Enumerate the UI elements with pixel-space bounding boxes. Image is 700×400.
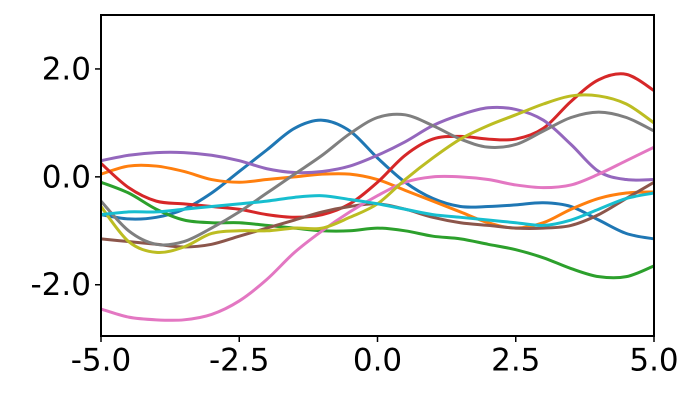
line-series <box>101 163 654 230</box>
x-tick-label: -2.5 <box>209 343 270 379</box>
y-tick-label: -2.0 <box>31 267 92 303</box>
x-tick-label: 5.0 <box>629 343 678 379</box>
x-tick-label: 2.5 <box>491 343 540 379</box>
x-tick-label: -5.0 <box>71 343 132 379</box>
line-series <box>101 72 654 219</box>
plot-frame <box>100 14 655 337</box>
x-tick-label: 0.0 <box>353 343 402 379</box>
line-series <box>101 145 654 322</box>
line-series <box>101 191 654 227</box>
line-series <box>101 180 654 249</box>
y-tick-label: 0.0 <box>42 159 91 195</box>
y-tick-label: 2.0 <box>42 51 91 87</box>
line-series <box>101 180 654 280</box>
line-series <box>101 110 654 247</box>
line-series <box>101 105 654 182</box>
